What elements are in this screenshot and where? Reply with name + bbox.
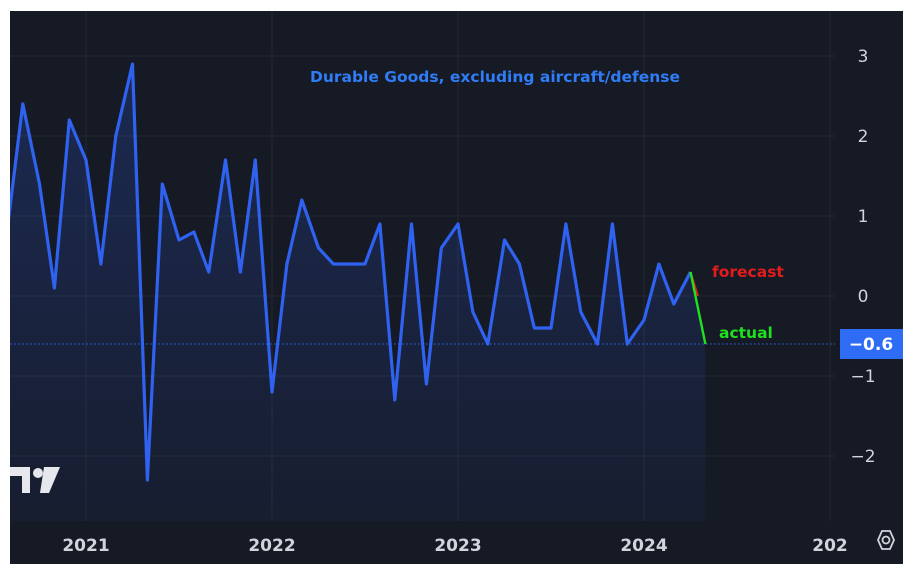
y-tick-label: −1: [850, 367, 875, 387]
x-tick-label: 2021: [62, 536, 109, 556]
last-value-badge-text: −0.6: [849, 335, 893, 355]
series-line: [10, 62, 692, 482]
series-area: [10, 64, 706, 521]
y-tick-label: 2: [858, 127, 869, 147]
chart-title: Durable Goods, excluding aircraft/defens…: [310, 68, 680, 86]
y-tick-label: 0: [858, 287, 869, 307]
x-tick-label: 202: [812, 536, 848, 556]
chart-svg: forecast actual 3 2 1 0 −1 −2 2021 2022 2023 2024 2…: [10, 11, 903, 556]
axis-labels: 3 2 1 0 −1 −2 2021 2022 2023 2024 202 −0.6: [62, 47, 903, 556]
gear-icon[interactable]: [877, 530, 895, 550]
x-tick-label: 2024: [620, 536, 667, 556]
annotations: forecast actual: [689, 263, 784, 345]
x-tick-label: 2022: [248, 536, 295, 556]
actual-segment: [689, 271, 707, 345]
x-tick-label: 2023: [434, 536, 481, 556]
y-tick-label: 3: [858, 47, 869, 67]
y-tick-label: 1: [858, 207, 869, 227]
tradingview-logo: [10, 467, 60, 493]
last-value-badge: [840, 329, 903, 359]
forecast-label: forecast: [712, 263, 784, 281]
actual-label: actual: [719, 324, 773, 342]
y-tick-label: −2: [850, 447, 875, 467]
chart-container: forecast actual 3 2 1 0 −1 −2 2021 2022 2023 2024 2…: [10, 11, 903, 564]
area-fill: [10, 64, 706, 521]
